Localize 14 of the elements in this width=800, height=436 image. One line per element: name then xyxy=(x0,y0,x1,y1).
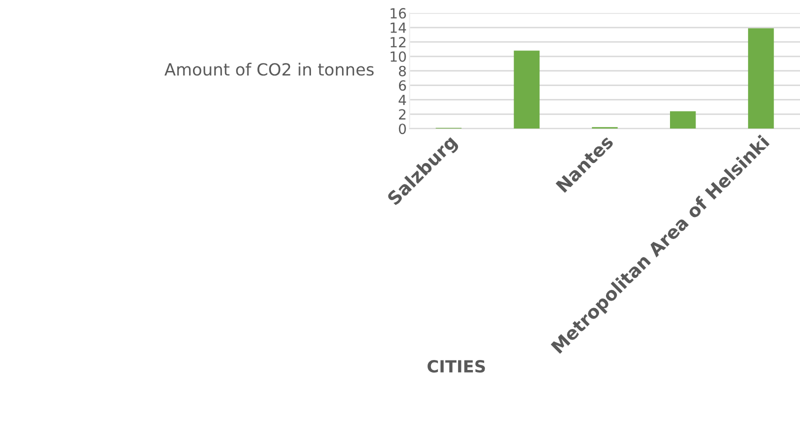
y-tick-label: 2 xyxy=(399,109,406,120)
y-tick-label: 6 xyxy=(398,80,406,91)
y-axis-title: Amount of CO2 in tonnes xyxy=(164,62,374,76)
y-tick-label: 4 xyxy=(398,94,406,106)
y-tick-label: 14 xyxy=(390,22,406,33)
bar xyxy=(514,50,540,129)
y-tick-label: 8 xyxy=(398,66,406,76)
x-axis-title: CITIES xyxy=(428,360,485,373)
bar xyxy=(670,111,696,129)
y-tick-label: 10 xyxy=(390,51,406,62)
y-tick-label: 0 xyxy=(398,124,406,134)
y-tick-label: 12 xyxy=(390,36,406,48)
bar xyxy=(748,28,774,129)
y-tick-label: 16 xyxy=(390,8,406,19)
